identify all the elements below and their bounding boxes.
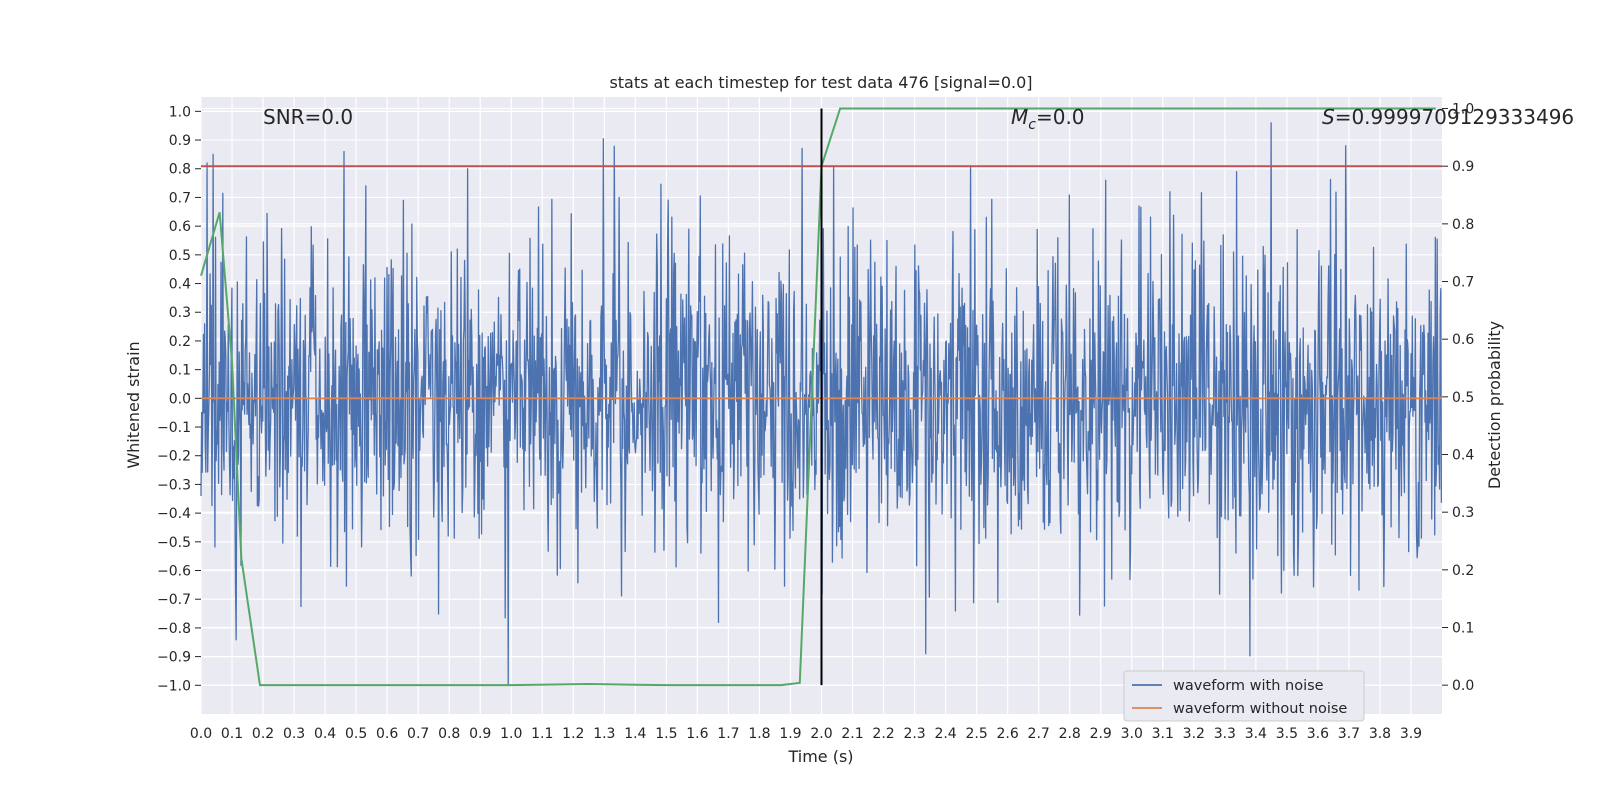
y-tick-label: 1.0 <box>169 104 191 120</box>
y-tick-label: 0.2 <box>169 334 191 350</box>
y-tick-label: 0.6 <box>169 219 191 235</box>
y-tick-label: −0.6 <box>157 564 191 580</box>
y2-tick-label: 0.6 <box>1452 332 1474 348</box>
y-tick-label: −0.9 <box>157 650 191 666</box>
snr-annotation: SNR=0.0 <box>263 105 353 129</box>
y2-tick-label: 0.5 <box>1452 390 1474 406</box>
y-tick-label: −0.4 <box>157 506 191 522</box>
x-tick-label: 0.8 <box>438 726 460 742</box>
y-tick-label: 0.5 <box>169 248 191 264</box>
y-tick-label: −0.1 <box>157 420 191 436</box>
y-axis-ticks: 1.0 0.9 0.8 0.7 0.6 0.5 0.4 0.3 0.2 0.1 0.0 −0.1 −0.… <box>157 104 201 694</box>
x-tick-label: 0.0 <box>190 726 212 742</box>
x-tick-label: 2.4 <box>934 726 956 742</box>
x-tick-label: 0.3 <box>283 726 305 742</box>
x-tick-label: 3.3 <box>1214 726 1236 742</box>
y-tick-label: 0.4 <box>169 277 191 293</box>
y2-axis-label: Detection probability <box>1485 321 1504 489</box>
x-tick-label: 1.8 <box>748 726 770 742</box>
y-tick-label: −0.8 <box>157 621 191 637</box>
y-tick-label: 0.3 <box>169 305 191 321</box>
legend-entry: waveform without noise <box>1173 701 1347 717</box>
y-tick-label: −0.2 <box>157 449 191 465</box>
x-tick-label: 3.7 <box>1338 726 1360 742</box>
score-annotation: S=0.9999709129333496 <box>1322 105 1574 129</box>
y2-axis-ticks: 0.0 0.1 0.2 0.3 0.4 0.5 0.6 0.7 0.8 0.9 1.0 <box>1442 102 1474 694</box>
y2-tick-label: 0.2 <box>1452 563 1474 579</box>
x-tick-label: 3.0 <box>1121 726 1143 742</box>
y2-tick-label: 0.3 <box>1452 505 1474 521</box>
x-tick-label: 2.2 <box>872 726 894 742</box>
y-tick-label: −0.3 <box>157 477 191 493</box>
y2-tick-label: 1.0 <box>1452 102 1474 118</box>
x-tick-label: 1.5 <box>655 726 677 742</box>
x-axis-ticks: 0.0 0.1 0.2 0.3 0.4 0.5 0.6 0.7 0.8 0.9 1.0 1.1 1.2 1… <box>190 726 1422 742</box>
x-tick-label: 1.7 <box>717 726 739 742</box>
x-tick-label: 3.4 <box>1245 726 1267 742</box>
y2-tick-label: 0.0 <box>1452 678 1474 694</box>
x-tick-label: 0.9 <box>469 726 491 742</box>
chirp-mass-annotation: Mc=0.0 <box>1011 105 1085 133</box>
x-tick-label: 0.6 <box>376 726 398 742</box>
x-tick-label: 0.1 <box>221 726 243 742</box>
y-tick-label: 0.8 <box>169 162 191 178</box>
x-tick-label: 2.5 <box>965 726 987 742</box>
x-tick-label: 1.9 <box>779 726 801 742</box>
x-tick-label: 1.6 <box>686 726 708 742</box>
series-detection-probability <box>200 107 1436 687</box>
x-tick-label: 2.3 <box>903 726 925 742</box>
y2-tick-label: 0.7 <box>1452 275 1474 291</box>
legend: waveform with noise waveform without noi… <box>1123 670 1365 722</box>
y-tick-label: 0.9 <box>169 133 191 149</box>
x-tick-label: 0.4 <box>314 726 336 742</box>
y2-tick-label: 0.1 <box>1452 621 1474 637</box>
y-tick-label: 0.0 <box>169 391 191 407</box>
x-tick-label: 1.3 <box>593 726 615 742</box>
x-tick-label: 3.8 <box>1369 726 1391 742</box>
y-tick-label: −0.7 <box>157 592 191 608</box>
y-tick-label: 0.1 <box>169 363 191 379</box>
y-tick-label: 0.7 <box>169 190 191 206</box>
x-tick-label: 3.9 <box>1400 726 1422 742</box>
x-tick-label: 1.0 <box>500 726 522 742</box>
x-axis-label: Time (s) <box>787 747 853 766</box>
y-tick-label: −1.0 <box>157 678 191 694</box>
x-tick-label: 0.2 <box>252 726 274 742</box>
x-tick-label: 2.8 <box>1059 726 1081 742</box>
x-tick-label: 2.7 <box>1028 726 1050 742</box>
x-tick-label: 1.4 <box>624 726 646 742</box>
y2-tick-label: 0.8 <box>1452 217 1474 233</box>
y-tick-label: −0.5 <box>157 535 191 551</box>
x-tick-label: 1.2 <box>562 726 584 742</box>
x-tick-label: 3.1 <box>1152 726 1174 742</box>
y2-tick-label: 0.9 <box>1452 159 1474 175</box>
series-layer <box>200 107 1443 687</box>
x-tick-label: 2.9 <box>1090 726 1112 742</box>
x-tick-label: 0.7 <box>407 726 429 742</box>
x-tick-label: 3.5 <box>1276 726 1298 742</box>
x-tick-label: 2.1 <box>841 726 863 742</box>
x-tick-label: 2.0 <box>810 726 832 742</box>
chart-title: stats at each timestep for test data 476… <box>609 73 1032 92</box>
y2-tick-label: 0.4 <box>1452 448 1474 464</box>
y-axis-label: Whitened strain <box>124 341 143 468</box>
x-tick-label: 1.1 <box>531 726 553 742</box>
x-tick-label: 0.5 <box>345 726 367 742</box>
x-tick-label: 3.2 <box>1183 726 1205 742</box>
legend-box <box>1123 670 1365 722</box>
x-tick-label: 2.6 <box>997 726 1019 742</box>
legend-entry: waveform with noise <box>1173 678 1324 694</box>
x-tick-label: 3.6 <box>1307 726 1329 742</box>
